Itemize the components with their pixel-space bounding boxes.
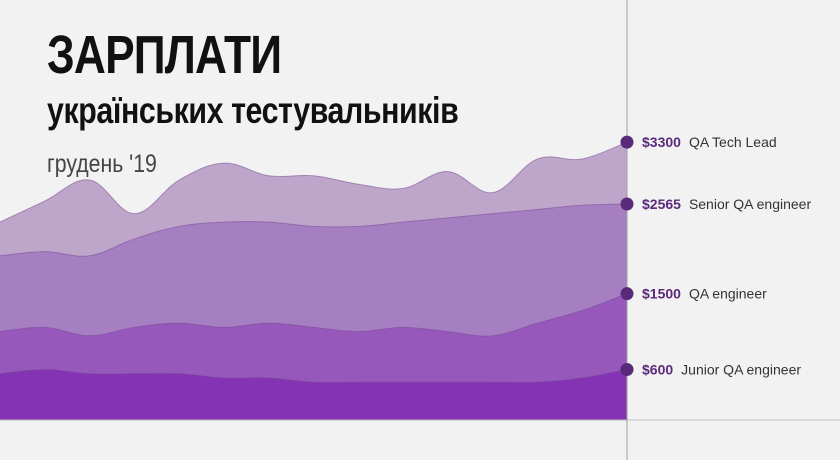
series-end-marker-2: [620, 287, 634, 301]
page-title: ЗАРПЛАТИ: [47, 25, 282, 85]
series-markers: $3300 QA Tech Lead $2565 Senior QA engineer…: [620, 134, 812, 377]
page-subtitle: українських тестувальників: [47, 90, 459, 131]
chart-areas: [0, 141, 628, 420]
series-name-label-3: Junior QA engineer: [681, 361, 801, 377]
series-line-1: [0, 203, 628, 257]
series-value-label-0: $3300: [642, 134, 681, 150]
series-line-0: [0, 141, 628, 223]
series-name-label-1: Senior QA engineer: [689, 196, 812, 212]
series-value-label-3: $600: [642, 361, 673, 377]
series-name-label-2: QA engineer: [689, 286, 767, 302]
series-end-marker-3: [620, 362, 634, 376]
series-value-label-2: $1500: [642, 286, 681, 302]
series-end-marker-0: [620, 135, 634, 149]
page-date: грудень '19: [47, 150, 157, 178]
series-name-label-0: QA Tech Lead: [689, 134, 777, 150]
series-end-marker-1: [620, 197, 634, 211]
series-line-2: [0, 293, 628, 337]
series-value-label-1: $2565: [642, 196, 681, 212]
series-line-3: [0, 368, 628, 383]
